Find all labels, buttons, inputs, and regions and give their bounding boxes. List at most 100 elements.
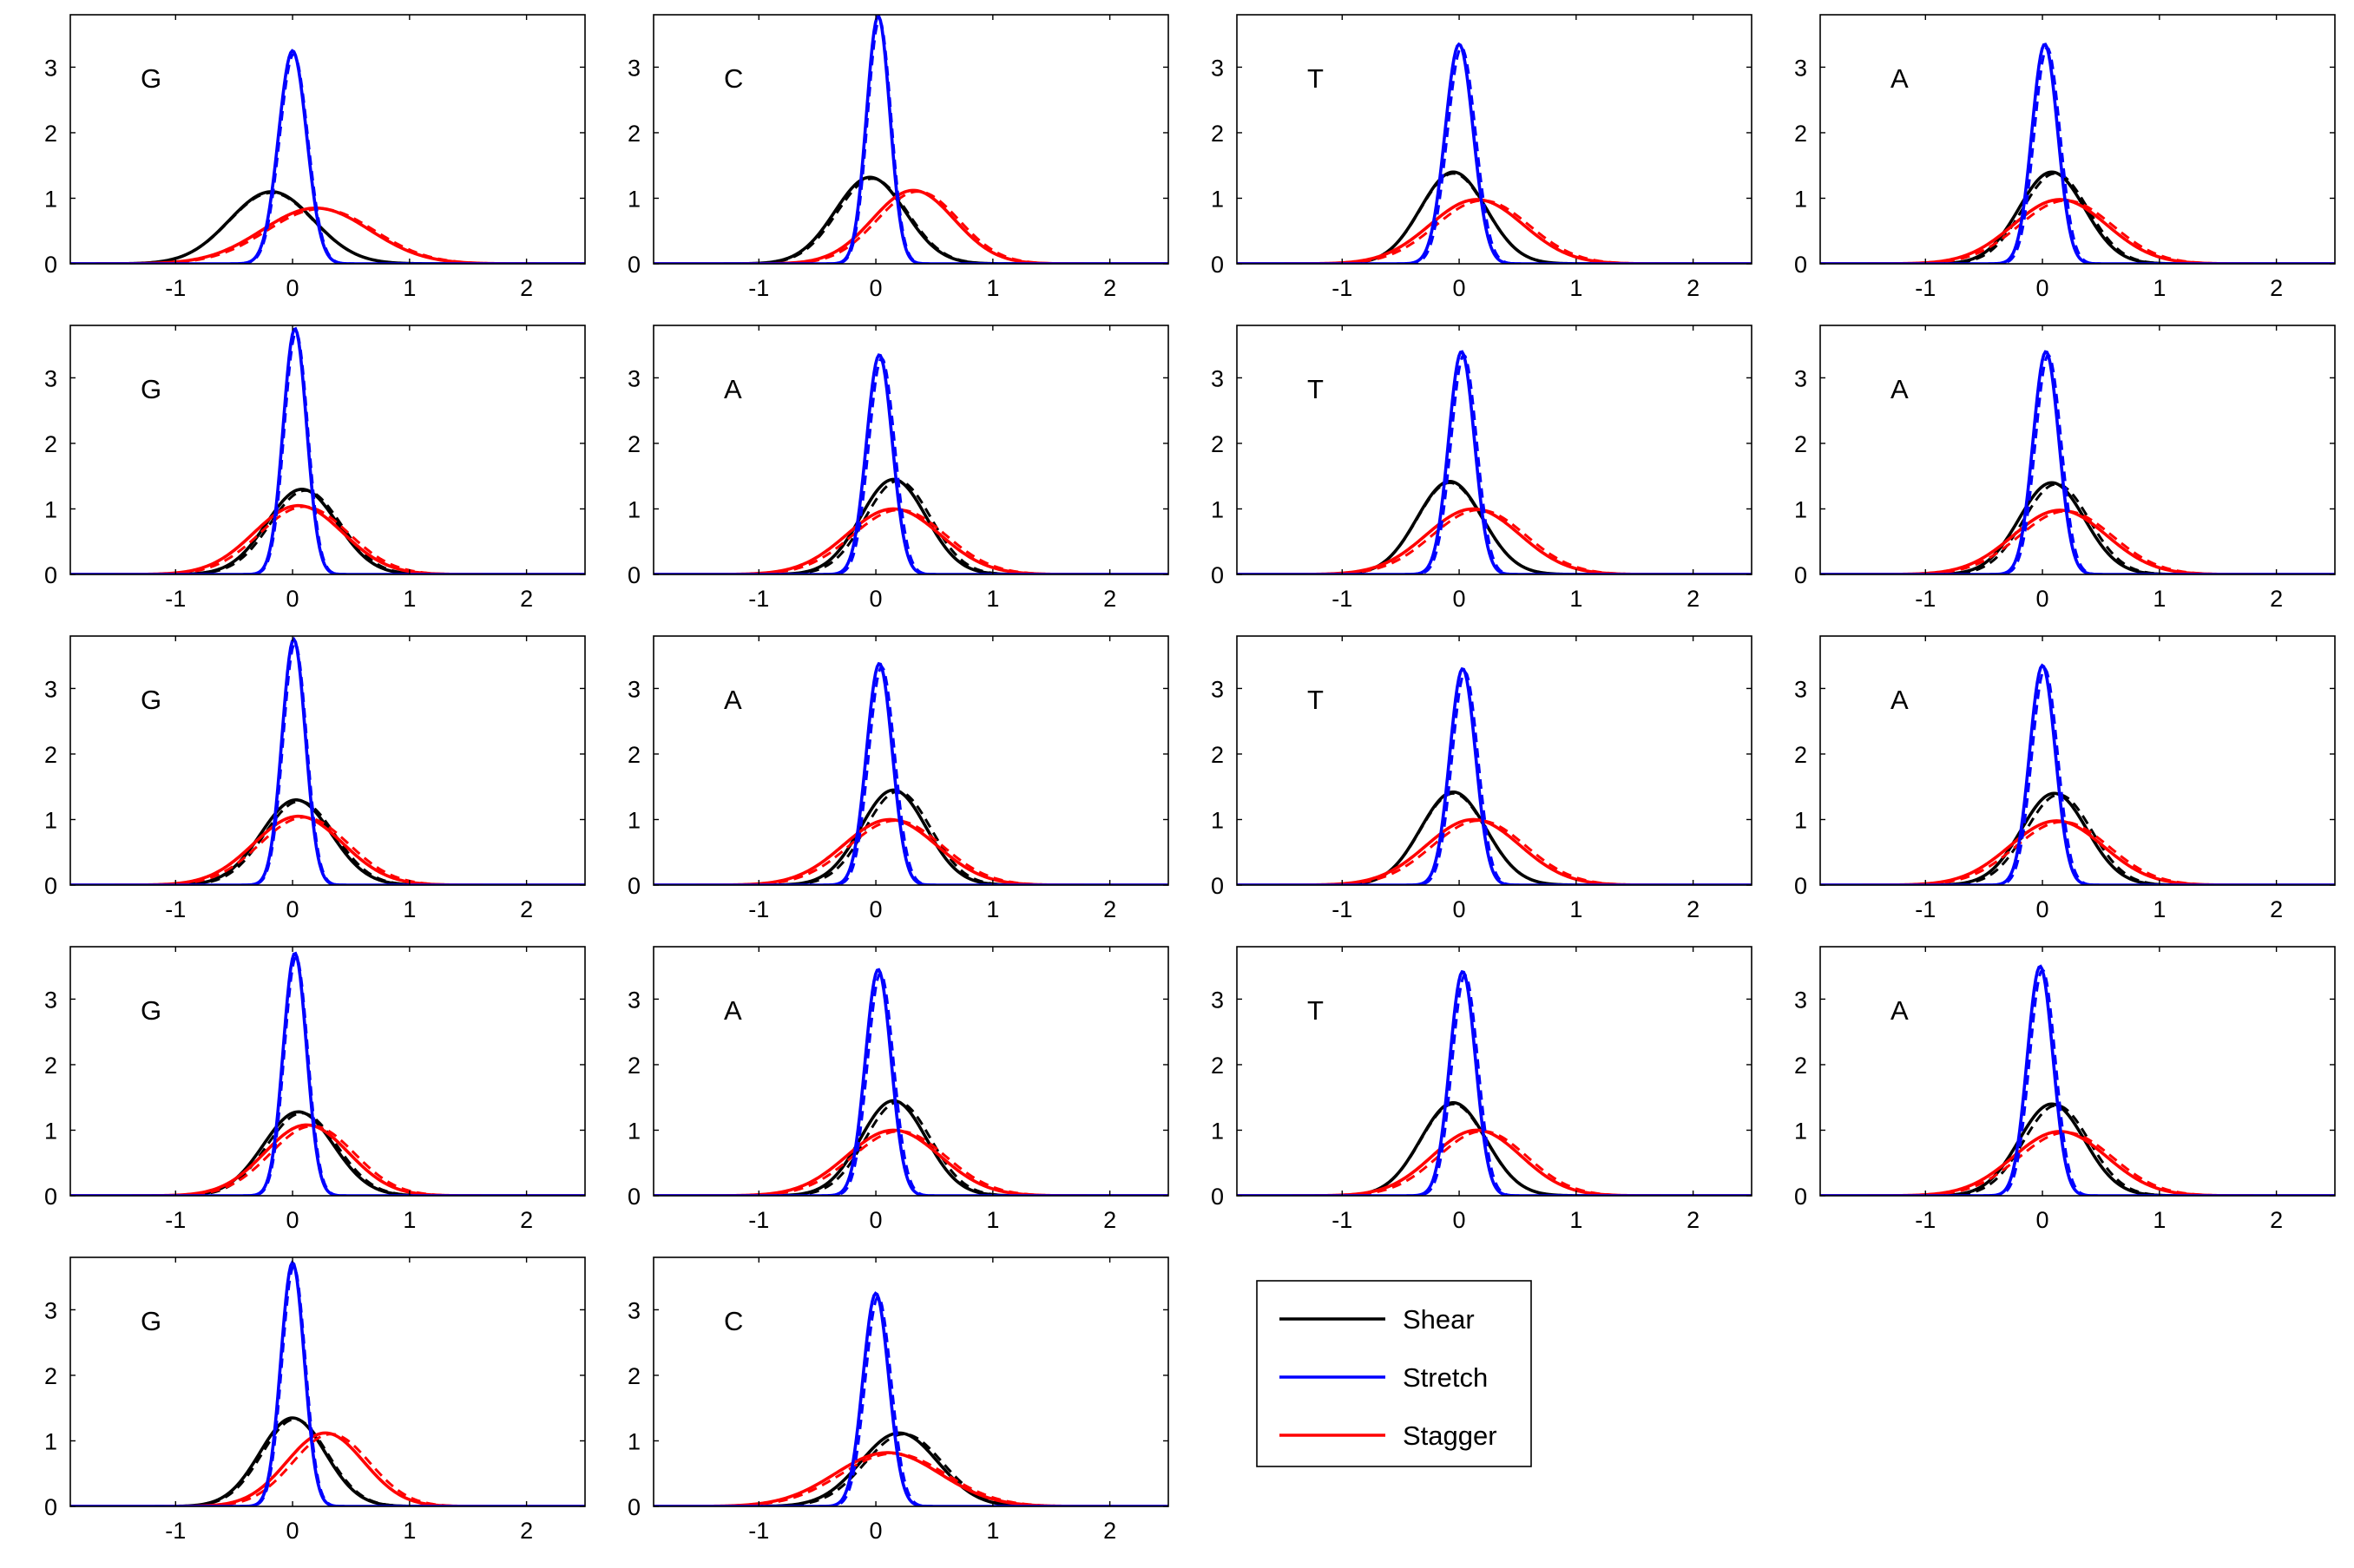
stretch-curve-dashed [70,52,585,264]
plot-area [1237,947,1752,1196]
panel: -1 0 1 2 0 1 2 3 T [1211,14,1752,301]
legend-label: Stretch [1403,1362,1488,1393]
x-tick-label: 1 [2153,586,2166,612]
x-tick-label: -1 [748,586,769,612]
y-tick-label: 0 [628,1184,641,1210]
y-tick-label: 2 [44,742,57,768]
y-tick-label: 1 [628,1118,641,1144]
y-tick-label: 0 [628,562,641,588]
x-tick-label: 1 [2153,275,2166,301]
y-tick-label: 2 [44,1053,57,1079]
x-tick-label: 0 [286,275,299,301]
x-tick-label: 2 [2270,896,2283,922]
panel: -1 0 1 2 0 1 2 3 G [44,1256,586,1544]
x-tick-label: 0 [286,586,299,612]
y-tick-label: 1 [1794,1118,1807,1144]
stretch-curve [1237,42,1752,264]
x-tick-label: -1 [165,1207,186,1233]
y-tick-label: 2 [1211,1053,1224,1079]
panel-label: G [141,1306,161,1336]
panel: -1 0 1 2 0 1 2 3 G [44,946,586,1233]
y-tick-label: 2 [628,742,641,768]
axes-frame [1236,14,1752,265]
panel: -1 0 1 2 0 1 2 3 T [1211,325,1752,612]
stretch-curve [1820,43,2335,264]
panel-label: G [141,685,161,715]
axes-frame [653,946,1169,1197]
stretch-curve [1820,663,2335,885]
x-tick-label: 2 [2270,586,2283,612]
x-tick-label: 0 [286,896,299,922]
panel: -1 0 1 2 0 1 2 3 A [1794,325,2336,612]
stretch-curve-dashed [1820,353,2335,574]
y-tick-label: 0 [44,1494,57,1520]
stretch-curve-dashed [654,971,1168,1196]
plot-area [70,947,585,1196]
y-tick-label: 1 [628,1428,641,1454]
x-tick-label: 2 [1103,896,1116,922]
x-tick-label: 0 [870,896,883,922]
x-tick-label: 0 [2036,1207,2049,1233]
y-tick-label: 0 [628,252,641,278]
axes-frame [653,1256,1169,1507]
y-tick-label: 3 [1794,365,1807,391]
y-tick-label: 3 [1794,987,1807,1013]
plot-area [654,1257,1168,1506]
x-tick-label: 0 [2036,275,2049,301]
x-tick-label: 1 [2153,1207,2166,1233]
y-tick-label: 0 [1211,873,1224,899]
shear-curve-dashed [1820,482,2335,574]
y-tick-label: 2 [628,1363,641,1389]
stretch-curve [1237,666,1752,885]
x-tick-label: 1 [986,586,999,612]
plot-area [1820,636,2335,885]
y-tick-label: 3 [44,676,57,702]
y-tick-label: 1 [44,186,57,212]
panel-label: A [1890,685,1909,715]
x-tick-label: -1 [165,896,186,922]
stretch-curve-dashed [1820,667,2335,885]
y-tick-label: 0 [1794,873,1807,899]
panel-label: T [1307,63,1324,94]
y-tick-label: 0 [44,873,57,899]
x-tick-label: 2 [520,275,533,301]
x-tick-label: 2 [1687,586,1700,612]
x-tick-label: 1 [1569,586,1582,612]
y-tick-label: 2 [1211,742,1224,768]
panel-label: T [1307,685,1324,715]
y-tick-label: 1 [44,807,57,833]
y-tick-label: 1 [1211,807,1224,833]
y-tick-label: 0 [1794,252,1807,278]
x-tick-label: 0 [2036,586,2049,612]
stretch-curve [654,968,1168,1196]
x-tick-label: 0 [286,1518,299,1544]
shear-curve [1820,791,2335,885]
y-tick-label: 3 [1794,676,1807,702]
shear-curve-dashed [1820,172,2335,264]
panel: -1 0 1 2 0 1 2 3 A [1794,635,2336,922]
panel-label: T [1307,995,1324,1026]
y-tick-label: 1 [44,1118,57,1144]
x-tick-label: 0 [2036,896,2049,922]
y-tick-label: 1 [628,186,641,212]
x-tick-label: 2 [520,1518,533,1544]
axes-frame [1236,325,1752,575]
x-tick-label: 0 [1453,896,1466,922]
x-tick-label: -1 [748,1518,769,1544]
legend-label: Shear [1403,1304,1475,1335]
x-tick-label: -1 [1332,896,1352,922]
y-tick-label: 3 [44,365,57,391]
y-tick-label: 0 [1211,1184,1224,1210]
y-tick-label: 3 [1794,55,1807,81]
y-tick-label: 3 [628,676,641,702]
x-tick-label: -1 [165,275,186,301]
x-tick-label: 1 [1569,896,1582,922]
shear-curve-dashed [654,1100,1168,1196]
y-tick-label: 1 [44,1428,57,1454]
x-tick-label: -1 [748,896,769,922]
shear-curve [654,788,1168,885]
shear-curve-dashed [654,479,1168,574]
axes-frame [69,325,586,575]
x-tick-label: 1 [986,896,999,922]
y-tick-label: 2 [44,1363,57,1389]
